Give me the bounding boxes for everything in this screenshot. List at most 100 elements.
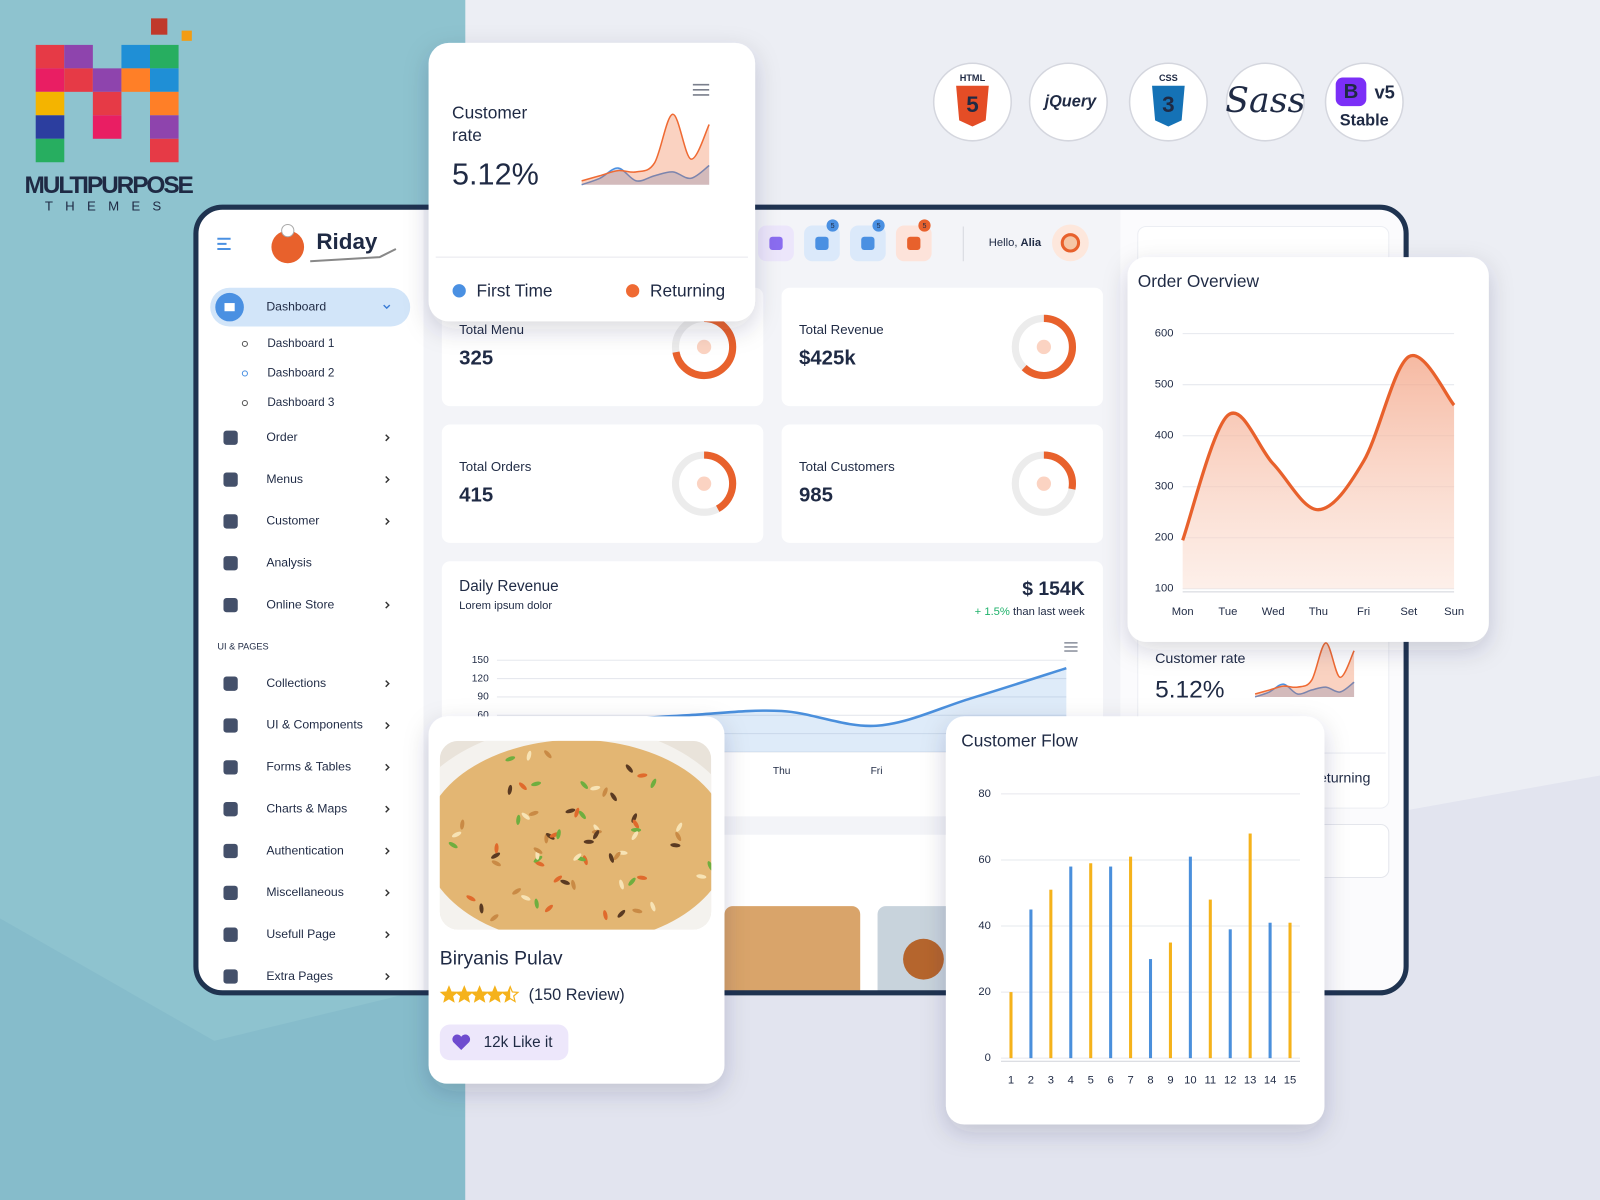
stat-value: $425k [799, 348, 856, 370]
brand-tagline: THEMES [45, 199, 174, 214]
stat-label: Total Customers [799, 459, 895, 474]
line [581, 113, 710, 182]
line [1254, 642, 1355, 695]
nav-icon [223, 718, 238, 733]
y-tick-label: 40 [978, 920, 990, 932]
badge-shield [1152, 85, 1185, 127]
badge-glyph: 5 [966, 92, 978, 117]
rice-detail [603, 910, 608, 921]
rice-detail [630, 827, 642, 833]
stat-label: Total Orders [459, 459, 532, 474]
rice-detail [512, 888, 522, 895]
stat-value: 415 [459, 484, 493, 506]
nav-item: Authentication [266, 843, 344, 857]
logo-tile [92, 91, 122, 116]
notification-badge [918, 219, 931, 232]
y-tick-label: 120 [472, 673, 489, 684]
y-tick-label: 200 [1155, 532, 1174, 544]
x-tick-label: 12 [1224, 1075, 1236, 1087]
y-tick-label: 100 [1155, 583, 1174, 595]
avatar-face [1060, 233, 1081, 253]
x-tick-label: Fri [871, 766, 883, 777]
logo-tile [64, 44, 93, 69]
nav-subitem: Dashboard 3 [267, 396, 334, 409]
app-mascot [271, 230, 305, 264]
notification-count: 5 [831, 222, 835, 230]
x-tick-label: Set [1400, 606, 1418, 618]
logo-tile [35, 91, 65, 116]
x-tick-label: 6 [1108, 1075, 1114, 1087]
like-button[interactable] [439, 1024, 569, 1061]
bar [1268, 922, 1272, 1059]
nav-item: Extra Pages [266, 969, 333, 983]
x-tick-label: Tue [1218, 606, 1237, 618]
rate-title-box: Customer rate [452, 103, 527, 145]
header-icon [815, 236, 829, 250]
ring-icon [696, 339, 712, 355]
x-tick-label: Thu [1309, 606, 1328, 618]
rice-detail [650, 901, 656, 912]
notification-badge [826, 219, 839, 232]
rice-detail [578, 810, 586, 820]
rice-detail [580, 781, 589, 789]
nav-chevron [385, 931, 390, 939]
y-tick-label: 0 [985, 1052, 991, 1064]
nav-icon [223, 676, 238, 691]
rice-detail [507, 784, 513, 795]
nav-chevron [385, 517, 390, 525]
food-name: Biryanis Pulav [440, 947, 563, 969]
rice-detail [448, 841, 458, 849]
stat-label: Total Revenue [799, 322, 884, 337]
heart-icon [452, 1034, 471, 1050]
badge-circle [1225, 62, 1305, 142]
x-tick-label: Thu [773, 766, 791, 777]
bar [1109, 866, 1113, 1059]
line [1181, 353, 1456, 541]
logo-tile [150, 68, 179, 92]
rice-detail [592, 830, 600, 840]
rice-detail [491, 860, 501, 867]
area [581, 114, 710, 185]
food-image [439, 740, 712, 930]
ring-icon [1036, 476, 1052, 491]
nav-chevron [385, 721, 390, 730]
logo-tile [35, 44, 65, 69]
nav-icon [223, 760, 238, 775]
nav-item: Charts & Maps [266, 801, 347, 815]
user-name: Alia [1021, 237, 1042, 249]
x-tick-label: 1 [1008, 1075, 1014, 1087]
nav-icon [223, 885, 238, 900]
x-tick-label: 14 [1264, 1075, 1276, 1087]
badge-circle [1028, 62, 1108, 142]
y-tick-label: 500 [1155, 379, 1174, 391]
nav-chevron [385, 476, 390, 484]
nav-chevron [383, 304, 391, 310]
x-tick-label: 7 [1127, 1075, 1133, 1087]
bar [1288, 922, 1292, 1059]
rice-detail [602, 787, 608, 797]
card-subtitle: Lorem ipsum dolor [459, 600, 552, 612]
nav-active [210, 287, 411, 327]
card-title: Customer rate [1155, 651, 1245, 667]
header-icon [769, 236, 783, 250]
badge-glyph: 3 [1162, 92, 1174, 117]
rice-detail [494, 843, 499, 854]
nav-section: UI & PAGES [217, 641, 268, 651]
star [441, 986, 457, 1002]
bar [1049, 889, 1053, 1059]
bar [1069, 866, 1073, 1059]
y-tick-label: 90 [477, 692, 489, 703]
x-tick-label: 5 [1088, 1075, 1094, 1087]
x-tick-label: 15 [1284, 1075, 1296, 1087]
bar [1009, 992, 1013, 1059]
food-thumb [724, 906, 861, 991]
nav-chevron [385, 601, 390, 609]
logo-tile [35, 138, 65, 163]
nav-dot [241, 400, 248, 407]
rice-detail [556, 829, 561, 840]
rice-detail [637, 773, 648, 778]
bar [1029, 909, 1033, 1059]
x-tick-label: 2 [1028, 1075, 1034, 1087]
badge-label: jQuery [1043, 92, 1098, 110]
rice-detail [670, 843, 681, 848]
